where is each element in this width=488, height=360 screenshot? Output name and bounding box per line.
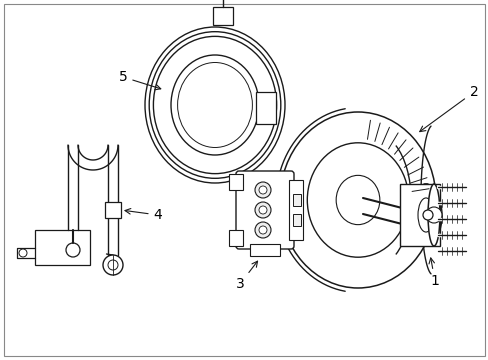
- Circle shape: [66, 243, 80, 257]
- Circle shape: [259, 186, 266, 194]
- Circle shape: [254, 182, 270, 198]
- Bar: [292, 194, 301, 206]
- Ellipse shape: [280, 112, 435, 288]
- Circle shape: [108, 260, 118, 270]
- Ellipse shape: [335, 175, 379, 225]
- Text: 4: 4: [125, 208, 162, 222]
- Ellipse shape: [306, 143, 408, 257]
- Bar: [105, 202, 121, 218]
- Ellipse shape: [427, 184, 439, 246]
- Circle shape: [103, 255, 123, 275]
- Circle shape: [19, 249, 27, 257]
- Ellipse shape: [153, 36, 276, 174]
- Circle shape: [254, 202, 270, 218]
- Circle shape: [254, 222, 270, 238]
- Text: 3: 3: [235, 261, 257, 291]
- Bar: [249, 244, 280, 256]
- Bar: [292, 214, 301, 226]
- FancyBboxPatch shape: [256, 92, 276, 124]
- Ellipse shape: [411, 184, 439, 246]
- Circle shape: [259, 226, 266, 234]
- Text: 2: 2: [419, 85, 477, 132]
- Ellipse shape: [409, 184, 441, 246]
- Ellipse shape: [171, 55, 259, 155]
- Bar: [213, 7, 232, 25]
- Circle shape: [422, 210, 432, 220]
- Circle shape: [259, 206, 266, 214]
- Bar: [228, 230, 243, 246]
- Bar: [288, 180, 303, 240]
- Ellipse shape: [177, 63, 252, 148]
- Bar: [399, 184, 439, 246]
- Ellipse shape: [149, 32, 280, 178]
- Text: 5: 5: [119, 70, 161, 90]
- Circle shape: [425, 207, 441, 223]
- FancyBboxPatch shape: [236, 171, 293, 249]
- Bar: [35, 230, 90, 265]
- Text: 1: 1: [428, 258, 439, 288]
- Bar: [228, 174, 243, 190]
- Ellipse shape: [417, 198, 433, 232]
- Ellipse shape: [145, 27, 285, 183]
